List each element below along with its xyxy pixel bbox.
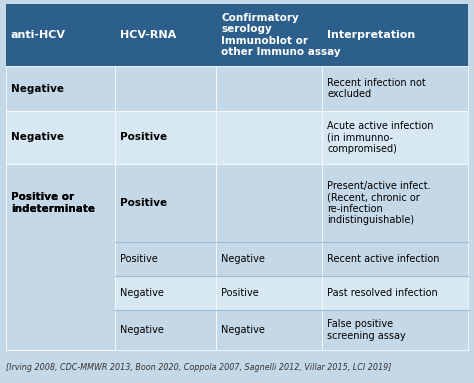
Bar <box>115 276 216 310</box>
Text: anti-HCV: anti-HCV <box>11 30 66 40</box>
Bar <box>6 242 115 276</box>
Bar <box>6 66 115 111</box>
Text: HCV-RNA: HCV-RNA <box>119 30 176 40</box>
Bar <box>216 242 322 276</box>
Bar <box>322 242 468 276</box>
Bar <box>216 111 322 164</box>
Bar <box>115 164 216 242</box>
Text: Negative: Negative <box>221 325 265 335</box>
Bar <box>322 276 468 310</box>
Text: Positive or
indeterminate: Positive or indeterminate <box>11 192 95 214</box>
Text: Past resolved infection: Past resolved infection <box>328 288 438 298</box>
Bar <box>216 66 322 111</box>
Text: Recent active infection: Recent active infection <box>328 254 440 264</box>
Text: Present/active infect.
(Recent, chronic or
re-infection
indistinguishable): Present/active infect. (Recent, chronic … <box>328 181 431 226</box>
Text: Negative: Negative <box>119 288 164 298</box>
Text: [Irving 2008, CDC-MMWR 2013, Boon 2020, Coppola 2007, Sagnelli 2012, Villar 2015: [Irving 2008, CDC-MMWR 2013, Boon 2020, … <box>6 363 392 373</box>
Text: Positive: Positive <box>119 254 157 264</box>
Text: Positive or
indeterminate: Positive or indeterminate <box>11 192 95 214</box>
Text: Confirmatory
serology
Immunoblot or
other Immuno assay: Confirmatory serology Immunoblot or othe… <box>221 13 341 57</box>
Bar <box>6 164 115 242</box>
Text: Negative: Negative <box>221 254 265 264</box>
Bar <box>115 111 216 164</box>
Text: Positive: Positive <box>119 133 167 142</box>
Text: Acute active infection
(in immunno-
compromised): Acute active infection (in immunno- comp… <box>328 121 434 154</box>
Bar <box>6 111 115 164</box>
Bar <box>216 164 322 242</box>
Text: Interpretation: Interpretation <box>328 30 416 40</box>
Text: Recent infection not
excluded: Recent infection not excluded <box>328 78 426 99</box>
Bar <box>322 164 468 242</box>
Bar <box>322 66 468 111</box>
Text: Negative: Negative <box>11 133 64 142</box>
Text: Positive: Positive <box>221 288 259 298</box>
Text: Negative: Negative <box>119 325 164 335</box>
Bar <box>322 4 468 66</box>
Text: Positive: Positive <box>119 198 167 208</box>
Bar <box>322 111 468 164</box>
Bar <box>115 242 216 276</box>
Bar <box>216 4 322 66</box>
Text: False positive
screening assay: False positive screening assay <box>328 319 406 341</box>
Bar <box>6 4 115 66</box>
Text: Negative: Negative <box>11 83 64 93</box>
Bar <box>216 310 322 350</box>
Bar <box>6 310 115 350</box>
Bar <box>115 4 216 66</box>
Bar <box>322 310 468 350</box>
Bar <box>6 276 115 310</box>
Bar <box>216 276 322 310</box>
Bar <box>115 66 216 111</box>
Bar <box>6 164 115 350</box>
Bar <box>115 310 216 350</box>
